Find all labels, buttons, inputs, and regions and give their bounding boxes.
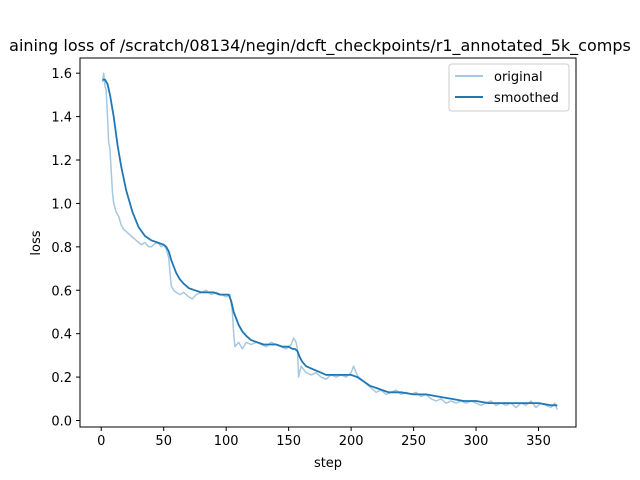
y-tick-label: 1.0 [51,197,72,212]
y-tick-label: 0.0 [51,414,72,429]
plot-area [101,72,558,410]
x-axis-ticks: 0 50 100 150 200 250 300 350 [97,427,551,449]
series-line-smoothed [102,78,558,407]
y-tick-label: 0.2 [51,371,72,386]
x-tick-label: 100 [214,434,239,449]
y-axis-ticks: 0.0 0.2 0.4 0.6 0.8 1.0 1.2 1.4 1.6 [51,67,80,429]
y-tick-label: 0.6 [51,284,72,299]
legend: original smoothed [448,63,570,112]
x-tick-label: 250 [401,434,426,449]
legend-label-original: original [494,70,543,85]
x-tick-label: 50 [155,434,172,449]
y-tick-label: 0.8 [51,241,72,256]
y-tick-label: 0.4 [51,328,72,343]
x-tick-label: 300 [464,434,489,449]
x-axis-label: step [314,456,342,471]
axes-frame [79,57,577,428]
y-tick-label: 1.6 [51,67,72,82]
x-tick-label: 0 [97,434,105,449]
legend-label-smoothed: smoothed [494,91,559,106]
y-axis-label: loss [29,230,44,255]
x-tick-label: 150 [276,434,301,449]
y-tick-label: 1.4 [51,111,72,126]
chart-title: aining loss of /scratch/08134/negin/dcft… [9,36,631,56]
y-tick-label: 1.2 [51,154,72,169]
x-tick-label: 350 [526,434,551,449]
x-tick-label: 200 [339,434,364,449]
